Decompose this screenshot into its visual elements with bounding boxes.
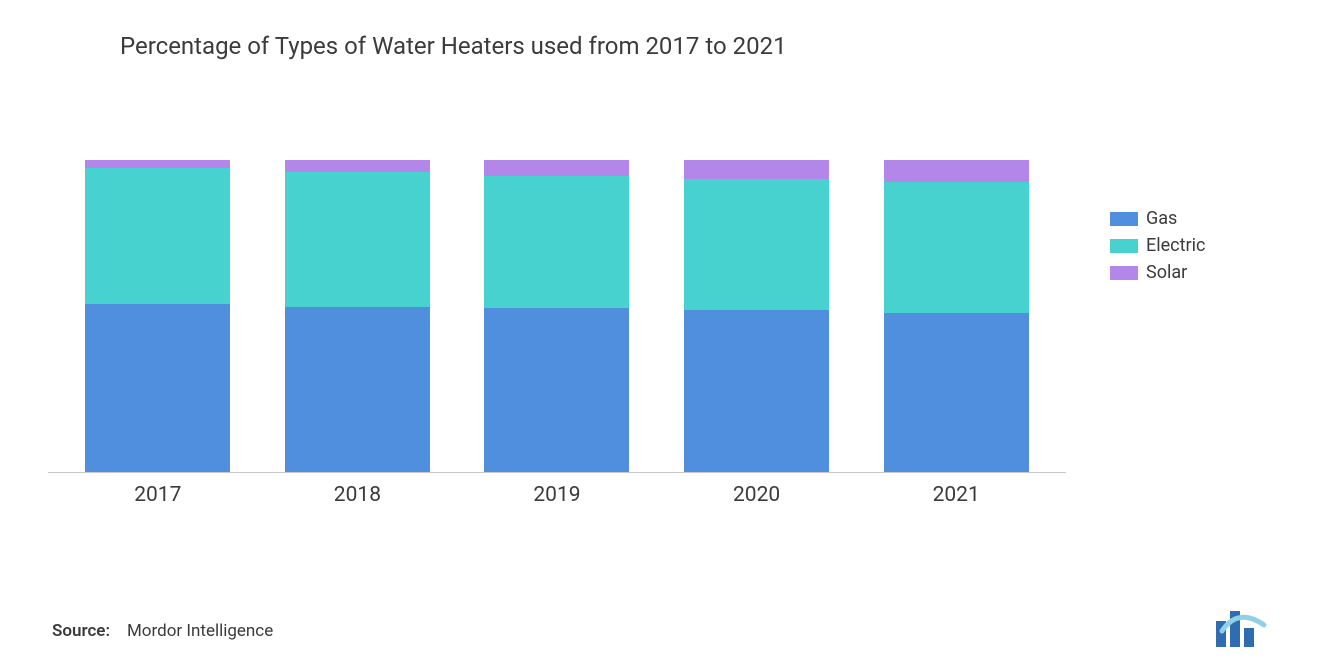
- segment-solar: [884, 160, 1029, 182]
- legend-item-solar: Solar: [1110, 262, 1205, 283]
- segment-gas: [85, 304, 230, 472]
- bar-2019: [484, 160, 629, 472]
- chart-title: Percentage of Types of Water Heaters use…: [120, 32, 1272, 60]
- x-label: 2017: [85, 483, 230, 507]
- x-label: 2019: [484, 483, 629, 507]
- segment-solar: [484, 160, 629, 176]
- segment-gas: [484, 308, 629, 472]
- segment-electric: [285, 172, 430, 306]
- segment-solar: [684, 160, 829, 179]
- segment-solar: [85, 160, 230, 168]
- x-label: 2020: [684, 483, 829, 507]
- segment-electric: [484, 176, 629, 309]
- segment-electric: [85, 168, 230, 304]
- legend-label: Solar: [1146, 262, 1187, 283]
- segment-electric: [684, 179, 829, 310]
- x-axis: 2017 2018 2019 2020 2021: [48, 473, 1066, 507]
- bar-2018: [285, 160, 430, 472]
- legend-item-electric: Electric: [1110, 235, 1205, 256]
- segment-gas: [684, 310, 829, 472]
- legend-label: Electric: [1146, 235, 1205, 256]
- chart-row: 2017 2018 2019 2020 2021 Gas Electric Solar: [48, 68, 1272, 507]
- plot-wrap: 2017 2018 2019 2020 2021: [48, 68, 1066, 507]
- legend-swatch: [1110, 239, 1138, 253]
- segment-gas: [285, 307, 430, 472]
- bar-2021: [884, 160, 1029, 472]
- plot-area: [48, 68, 1066, 473]
- logo-swoosh: [1222, 617, 1264, 631]
- legend-swatch: [1110, 212, 1138, 226]
- segment-electric: [884, 182, 1029, 313]
- segment-gas: [884, 313, 1029, 472]
- x-label: 2021: [884, 483, 1029, 507]
- legend: Gas Electric Solar: [1110, 208, 1205, 283]
- source-label: Source:: [52, 621, 110, 641]
- legend-item-gas: Gas: [1110, 208, 1205, 229]
- legend-swatch: [1110, 266, 1138, 280]
- bar-2017: [85, 160, 230, 472]
- segment-solar: [285, 160, 430, 172]
- source-line: Source: Mordor Intelligence: [52, 621, 273, 641]
- legend-label: Gas: [1146, 208, 1177, 229]
- x-label: 2018: [285, 483, 430, 507]
- brand-logo: [1216, 611, 1274, 647]
- source-value: Mordor Intelligence: [127, 621, 273, 641]
- chart-container: Percentage of Types of Water Heaters use…: [0, 0, 1320, 665]
- logo-bar-3: [1244, 628, 1254, 647]
- bar-2020: [684, 160, 829, 472]
